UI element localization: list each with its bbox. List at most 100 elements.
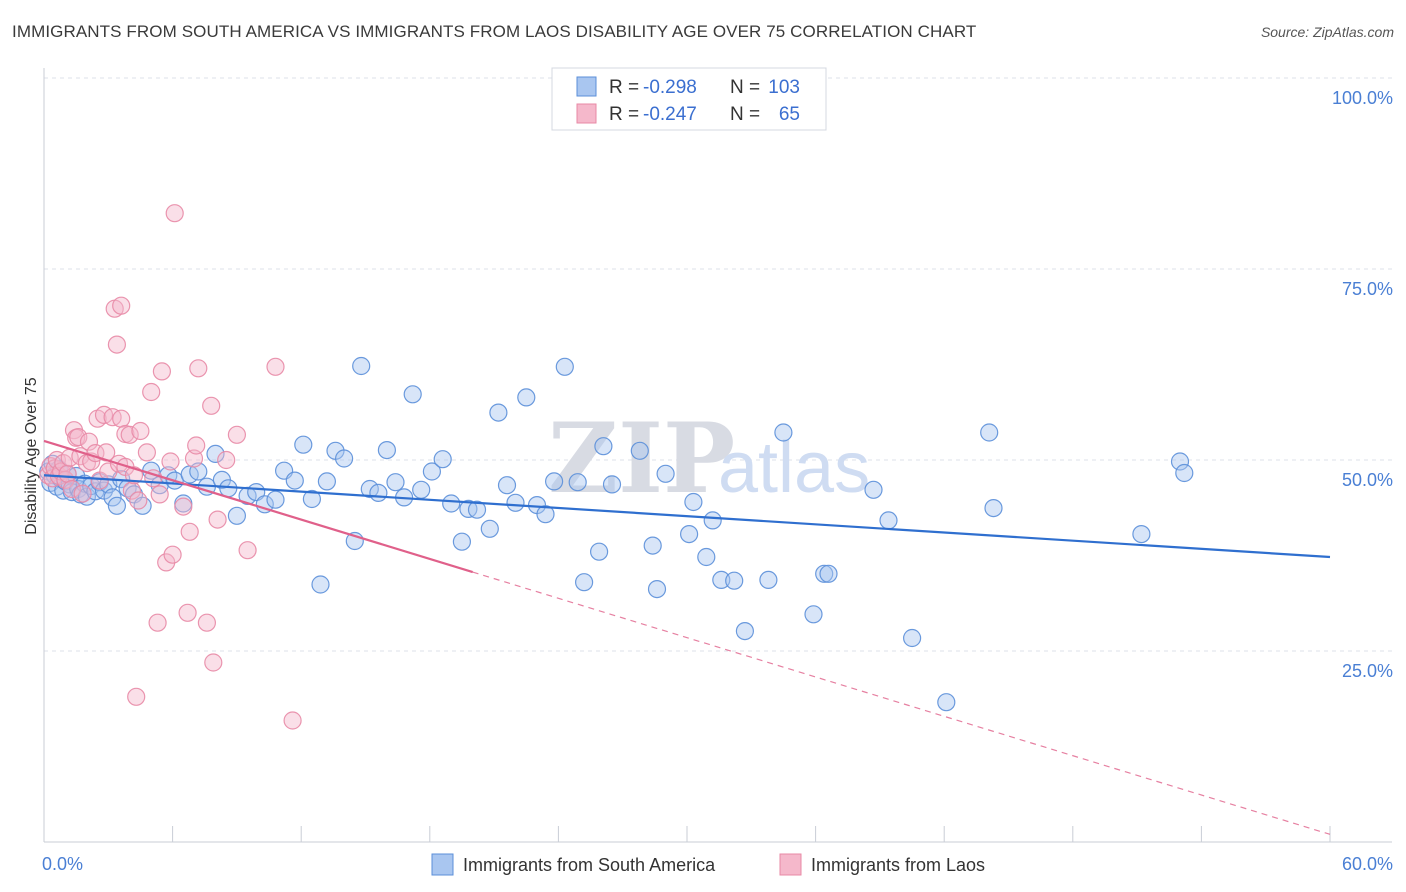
point-laos-52 [180, 522, 199, 541]
point-laos-48 [163, 545, 182, 564]
point-south-america-22 [103, 488, 122, 507]
point-south-america-56 [377, 441, 396, 460]
legend-r-label-2: R = [609, 104, 639, 125]
trend-lines [43, 439, 1331, 835]
point-south-america-97 [864, 480, 883, 499]
legend-swatch-pink [576, 103, 597, 124]
point-south-america-45 [285, 471, 304, 490]
point-laos-55 [189, 359, 208, 378]
point-laos-41 [142, 382, 161, 402]
stats-legend: R = -0.298 N = 103 R = -0.247 N = 65 [551, 67, 827, 131]
series-legend: Immigrants from South America Immigrants… [431, 853, 985, 876]
point-laos-30 [112, 409, 131, 428]
point-south-america-85 [679, 524, 699, 544]
legend-n-label-1: N = [730, 77, 760, 98]
point-south-america-61 [422, 462, 441, 481]
trend-laos-solid [43, 439, 473, 574]
point-south-america-69 [497, 476, 517, 495]
y-tick-75: 75.0% [1342, 279, 1393, 299]
watermark-atlas: atlas [718, 428, 870, 508]
point-laos-28 [107, 335, 127, 354]
legend-r-value-1: -0.298 [643, 77, 697, 98]
point-south-america-23 [107, 496, 127, 515]
point-south-america-57 [386, 473, 405, 492]
point-laos-45 [152, 362, 171, 381]
point-south-america-83 [647, 579, 667, 599]
point-south-america-90 [725, 571, 744, 590]
point-south-america-43 [266, 490, 285, 509]
legend-swatch-blue [576, 76, 597, 97]
point-laos-62 [238, 541, 257, 560]
point-south-america-64 [452, 532, 471, 551]
point-south-america-81 [630, 441, 649, 460]
point-south-america-95 [815, 564, 834, 583]
point-south-america-92 [759, 570, 778, 590]
point-laos-36 [124, 466, 144, 485]
point-laos-35 [122, 481, 141, 500]
point-south-america-36 [206, 444, 225, 463]
point-laos-57 [202, 396, 221, 415]
point-south-america-67 [480, 519, 499, 538]
y-tick-50: 50.0% [1342, 470, 1393, 490]
point-south-america-82 [643, 536, 662, 555]
point-laos-11 [62, 479, 82, 499]
point-south-america-96 [819, 564, 838, 583]
y-tick-25: 25.0% [1342, 661, 1393, 681]
point-laos-43 [148, 613, 167, 632]
point-laos-64 [283, 711, 302, 730]
point-south-america-102 [984, 499, 1003, 518]
legend-n-value-2: 65 [779, 104, 800, 125]
point-south-america-91 [735, 621, 755, 641]
point-south-america-86 [684, 492, 703, 512]
point-laos-31 [112, 296, 131, 315]
point-south-america-42 [255, 495, 274, 514]
point-laos-47 [161, 452, 180, 471]
point-south-america-103 [1132, 524, 1151, 544]
legend-n-value-1: 103 [768, 77, 800, 98]
point-south-america-88 [703, 511, 722, 530]
trend-laos-dashed [472, 571, 1331, 835]
point-south-america-48 [311, 575, 330, 594]
point-south-america-74 [544, 472, 564, 491]
point-laos-63 [266, 357, 285, 376]
watermark-zip: ZIP [548, 402, 735, 515]
point-south-america-93 [774, 423, 793, 442]
point-south-america-101 [980, 423, 999, 442]
point-south-america-60 [412, 480, 431, 499]
point-laos-50 [174, 497, 193, 516]
point-laos-18 [79, 432, 99, 451]
point-south-america-39 [227, 506, 246, 525]
point-laos-51 [178, 603, 197, 622]
point-south-america-49 [317, 472, 336, 491]
point-laos-56 [197, 613, 216, 632]
point-south-america-73 [536, 505, 555, 524]
point-south-america-47 [302, 489, 321, 509]
point-laos-15 [71, 447, 90, 466]
point-south-america-79 [594, 437, 613, 456]
point-south-america-87 [697, 547, 716, 567]
series-legend-label-blue: Immigrants from South America [463, 855, 716, 875]
point-laos-39 [131, 421, 150, 441]
series-laos-points [39, 204, 302, 730]
point-south-america-105 [1175, 463, 1194, 483]
legend-n-label-2: N = [730, 104, 760, 125]
point-laos-49 [165, 204, 184, 223]
point-south-america-99 [902, 628, 922, 648]
point-laos-61 [227, 425, 246, 444]
point-south-america-94 [804, 605, 823, 624]
point-laos-59 [208, 510, 227, 529]
point-south-america-46 [294, 435, 313, 454]
point-south-america-76 [568, 473, 587, 492]
y-axis-label: Disability Age Over 75 [23, 377, 40, 535]
point-south-america-84 [656, 464, 675, 483]
series-legend-label-pink: Immigrants from Laos [811, 855, 985, 875]
stats-legend-box [551, 67, 827, 131]
point-south-america-71 [517, 388, 536, 407]
x-tick-right: 60.0% [1342, 854, 1393, 874]
point-south-america-62 [433, 450, 452, 469]
point-laos-9 [58, 464, 77, 483]
point-laos-54 [187, 436, 206, 455]
chart-source: Source: ZipAtlas.com [1260, 24, 1394, 40]
point-south-america-54 [360, 479, 379, 499]
point-south-america-80 [602, 475, 622, 494]
